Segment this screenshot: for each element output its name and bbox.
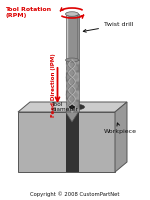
Polygon shape	[115, 102, 127, 172]
Ellipse shape	[72, 104, 84, 110]
Text: Tool Rotation
(RPM): Tool Rotation (RPM)	[5, 7, 51, 18]
Polygon shape	[66, 60, 78, 112]
Polygon shape	[66, 112, 78, 172]
Text: Copyright © 2008 CustomPartNet: Copyright © 2008 CustomPartNet	[30, 191, 120, 197]
Ellipse shape	[66, 12, 78, 16]
Ellipse shape	[66, 58, 78, 62]
Text: Feed Direction (IPM): Feed Direction (IPM)	[51, 54, 56, 117]
Polygon shape	[66, 14, 78, 60]
Text: Twist drill: Twist drill	[83, 22, 133, 32]
Text: Workpiece: Workpiece	[104, 123, 137, 134]
Polygon shape	[66, 112, 78, 122]
Polygon shape	[18, 102, 127, 112]
Text: Tool
diameter: Tool diameter	[51, 102, 78, 112]
Polygon shape	[18, 112, 115, 172]
